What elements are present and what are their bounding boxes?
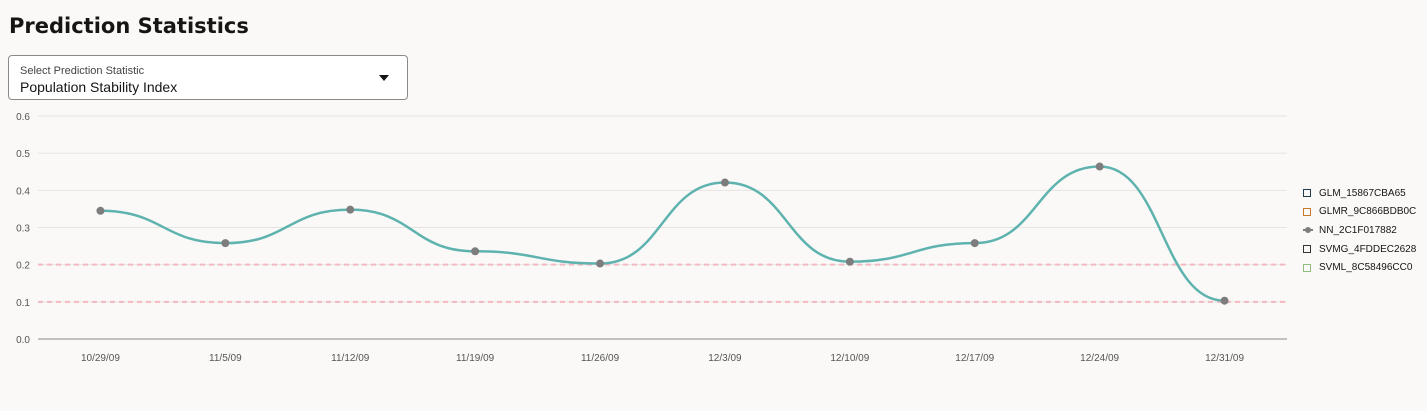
legend-label: SVML_8C58496CC0: [1319, 262, 1413, 274]
legend-label: NN_2C1F017882: [1319, 224, 1397, 236]
data-point: [596, 259, 605, 268]
x-tick-label: 12/24/09: [1080, 353, 1119, 364]
legend-item[interactable]: NN_2C1F017882: [1303, 221, 1416, 240]
legend-item[interactable]: SVML_8C58496CC0: [1303, 258, 1416, 277]
chart-legend: GLM_15867CBA65 GLMR_9C866BDB0C NN_2C1F0178…: [1303, 184, 1416, 277]
x-tick-label: 12/3/09: [708, 353, 742, 364]
data-point: [96, 206, 105, 215]
legend-swatch: [1303, 227, 1313, 234]
legend-label: GLM_15867CBA65: [1319, 187, 1406, 199]
page-title: Prediction Statistics: [9, 14, 249, 38]
y-tick-label: 0.0: [16, 335, 30, 346]
legend-item[interactable]: SVMG_4FDDEC2628: [1303, 240, 1416, 259]
data-point: [346, 205, 355, 214]
data-point: [1095, 162, 1104, 171]
data-point: [970, 239, 979, 248]
x-tick-label: 11/12/09: [331, 353, 370, 364]
legend-swatch: [1303, 189, 1311, 198]
data-point: [720, 178, 729, 187]
data-point: [471, 247, 480, 256]
data-point: [845, 257, 854, 266]
y-tick-label: 0.4: [16, 186, 30, 197]
data-point: [1220, 296, 1229, 305]
y-tick-label: 0.2: [16, 261, 30, 272]
y-tick-label: 0.3: [16, 224, 30, 235]
legend-label: GLMR_9C866BDB0C: [1319, 206, 1417, 218]
x-tick-label: 12/10/09: [830, 353, 869, 364]
y-tick-label: 0.5: [16, 149, 30, 160]
data-point: [221, 239, 230, 248]
legend-item[interactable]: GLMR_9C866BDB0C: [1303, 203, 1416, 222]
x-tick-label: 12/31/09: [1205, 353, 1244, 364]
statistic-select-label: Select Prediction Statistic: [20, 65, 145, 77]
legend-label: SVMG_4FDDEC2628: [1319, 243, 1417, 255]
y-tick-label: 0.1: [16, 298, 30, 309]
statistic-select[interactable]: Select Prediction Statistic Population S…: [8, 55, 408, 100]
y-tick-label: 0.6: [16, 112, 30, 123]
x-tick-label: 11/5/09: [209, 353, 242, 364]
series-line: [100, 165, 1225, 302]
x-tick-label: 12/17/09: [955, 353, 994, 364]
statistic-select-value: Population Stability Index: [20, 79, 178, 95]
x-tick-label: 11/19/09: [456, 353, 495, 364]
x-tick-label: 10/29/09: [81, 353, 120, 364]
legend-swatch: [1303, 245, 1311, 254]
legend-item[interactable]: GLM_15867CBA65: [1303, 184, 1416, 203]
x-tick-label: 11/26/09: [581, 353, 620, 364]
legend-swatch: [1303, 207, 1311, 216]
legend-swatch: [1303, 263, 1311, 272]
chevron-down-icon[interactable]: [379, 75, 389, 81]
